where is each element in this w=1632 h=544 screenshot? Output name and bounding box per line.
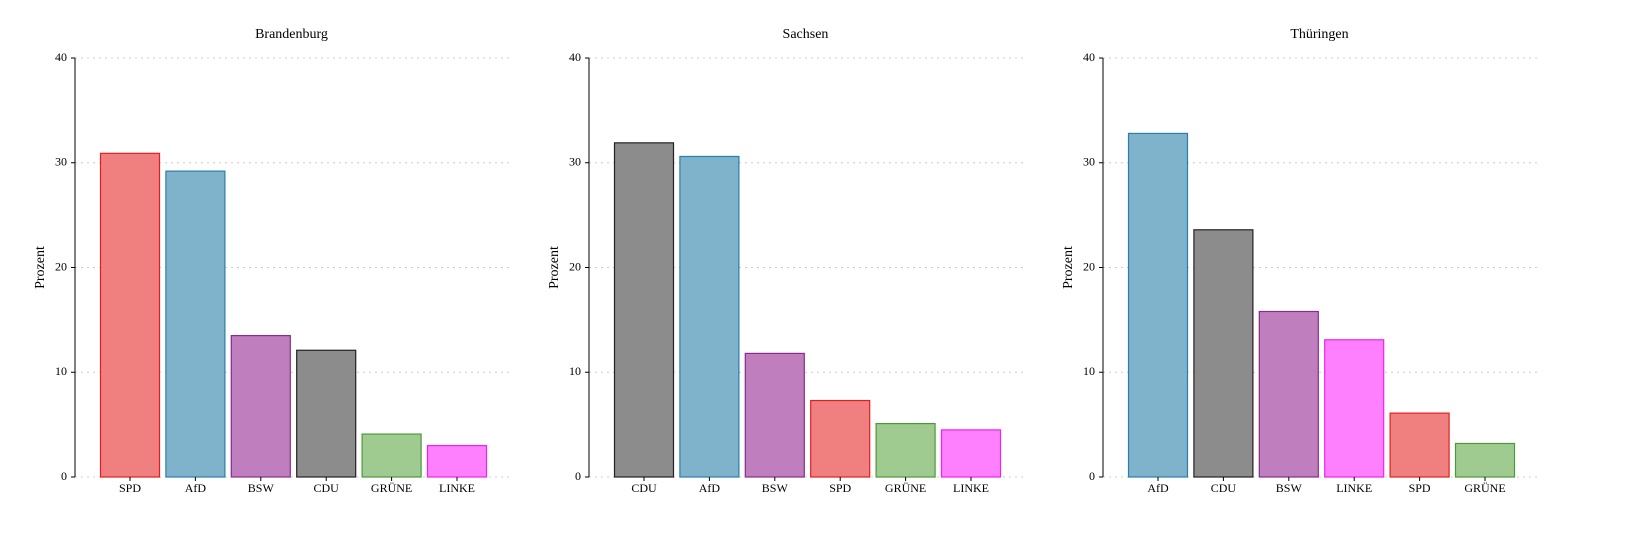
x-tick-label: LINKE [1336,481,1372,495]
x-tick-label: BSW [762,481,789,495]
chart-title: Brandenburg [255,27,328,42]
x-tick-label: CDU [631,481,657,495]
y-tick-label: 30 [569,155,581,169]
bar [1454,442,1516,478]
x-tick-label: GRÜNE [1464,481,1505,495]
y-tick-label: 30 [55,155,67,169]
bar [1389,412,1450,478]
x-tick-label: SPD [1409,481,1431,495]
bar [361,433,422,478]
y-axis-label: Prozent [547,246,562,289]
y-tick-label: 20 [55,259,67,273]
y-tick-label: 40 [1083,50,1095,64]
x-tick-label: GRÜNE [371,481,412,495]
bar [875,422,936,478]
y-tick-label: 40 [569,50,581,64]
bar [426,444,488,478]
x-tick-label: AfD [1147,481,1169,495]
x-tick-label: AfD [699,481,721,495]
bar [1258,310,1319,478]
x-tick-label: GRÜNE [885,481,926,495]
y-tick-label: 0 [1089,469,1095,483]
bar [1127,132,1189,478]
x-tick-label: SPD [829,481,851,495]
y-tick-label: 20 [569,259,581,273]
bar [1324,339,1385,478]
bar [165,170,226,478]
x-tick-label: LINKE [439,481,475,495]
x-tick-label: AfD [185,481,207,495]
bar [940,429,1002,478]
y-tick-label: 10 [569,364,581,378]
y-tick-label: 10 [1083,364,1095,378]
x-tick-label: SPD [119,481,141,495]
bar [810,399,871,478]
y-axis-label: Prozent [33,246,48,289]
y-tick-label: 0 [61,469,67,483]
x-tick-label: CDU [314,481,340,495]
bar [1193,229,1254,478]
x-tick-label: CDU [1211,481,1237,495]
x-tick-label: BSW [1276,481,1303,495]
y-tick-label: 40 [55,50,67,64]
x-tick-label: LINKE [953,481,989,495]
bar [230,334,291,478]
y-tick-label: 30 [1083,155,1095,169]
bar [296,349,357,478]
y-tick-label: 20 [1083,259,1095,273]
y-tick-label: 0 [575,469,581,483]
x-tick-label: BSW [248,481,275,495]
y-axis-label: Prozent [1061,246,1076,289]
bar [744,352,805,478]
bar [679,155,740,478]
y-tick-label: 10 [55,364,67,378]
bar [613,142,675,478]
chart-title: Thüringen [1290,27,1348,42]
bar [99,152,161,478]
chart-title: Sachsen [783,27,829,42]
